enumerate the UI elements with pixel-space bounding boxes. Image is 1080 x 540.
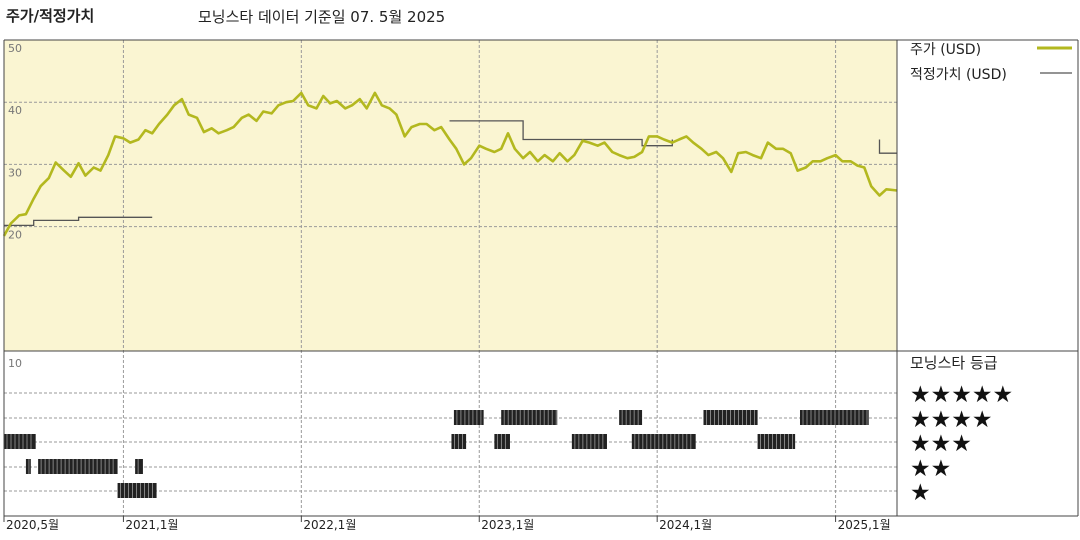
chart-title: 주가/적정가치 (6, 7, 94, 25)
fair-value-line (449, 120, 673, 147)
y-tick-label: 50 (8, 42, 22, 55)
legend: 주가 (USD) 적정가치 (USD) (910, 42, 1072, 83)
rating-bar (571, 434, 607, 449)
rating-star-label: ★★★★★ (910, 382, 1013, 408)
x-tick-label: 2023,1월 (481, 518, 534, 532)
legend-price-label: 주가 (USD) (910, 42, 981, 58)
rating-panel-title: 모닝스타 등급 (910, 354, 998, 372)
chart-frame (3, 39, 1079, 517)
y-tick-label: 20 (8, 229, 22, 242)
line-layer (2, 91, 898, 237)
fair-value-line (878, 139, 897, 154)
rating-bars (4, 410, 869, 498)
rating-y-tick-label: 10 (8, 357, 22, 370)
rating-star-label: ★★★ (910, 431, 972, 457)
rating-bar (38, 459, 118, 474)
x-tick-label: 2025,1월 (838, 518, 891, 532)
rating-bar (494, 434, 510, 449)
x-tick-label: 2020,5월 (6, 518, 59, 532)
y-tick-label: 30 (8, 166, 22, 179)
x-tick-label: 2022,1월 (303, 518, 356, 532)
rating-bar (631, 434, 696, 449)
price-panel-background (4, 40, 897, 351)
rating-bar (4, 434, 36, 449)
x-tick-label: 2024,1월 (659, 518, 712, 532)
axis-labels: 20 30 40 50 2020,5월 2021,1월 2022,1월 2023,1월 2024… (3, 42, 891, 532)
rating-star-label: ★★ (910, 456, 951, 482)
rating-bar (25, 459, 31, 474)
price-line (2, 91, 898, 237)
rating-bar (501, 410, 558, 425)
rating-bar (799, 410, 869, 425)
y-tick-label: 40 (8, 104, 22, 117)
legend-fair-value-label: 적정가치 (USD) (910, 67, 1007, 83)
x-tick-label: 2021,1월 (125, 518, 178, 532)
chart-subtitle: 모닝스타 데이터 기준일 07. 5월 2025 (198, 8, 445, 26)
rating-star-label: ★ (910, 480, 931, 506)
rating-bar (117, 483, 157, 498)
rating-bar (135, 459, 143, 474)
fair-value-line (4, 216, 153, 227)
rating-bar (619, 410, 643, 425)
rating-star-label: ★★★★ (910, 407, 992, 433)
rating-star-labels: ★★★★★★★★★★★★★★★ (910, 382, 1013, 506)
